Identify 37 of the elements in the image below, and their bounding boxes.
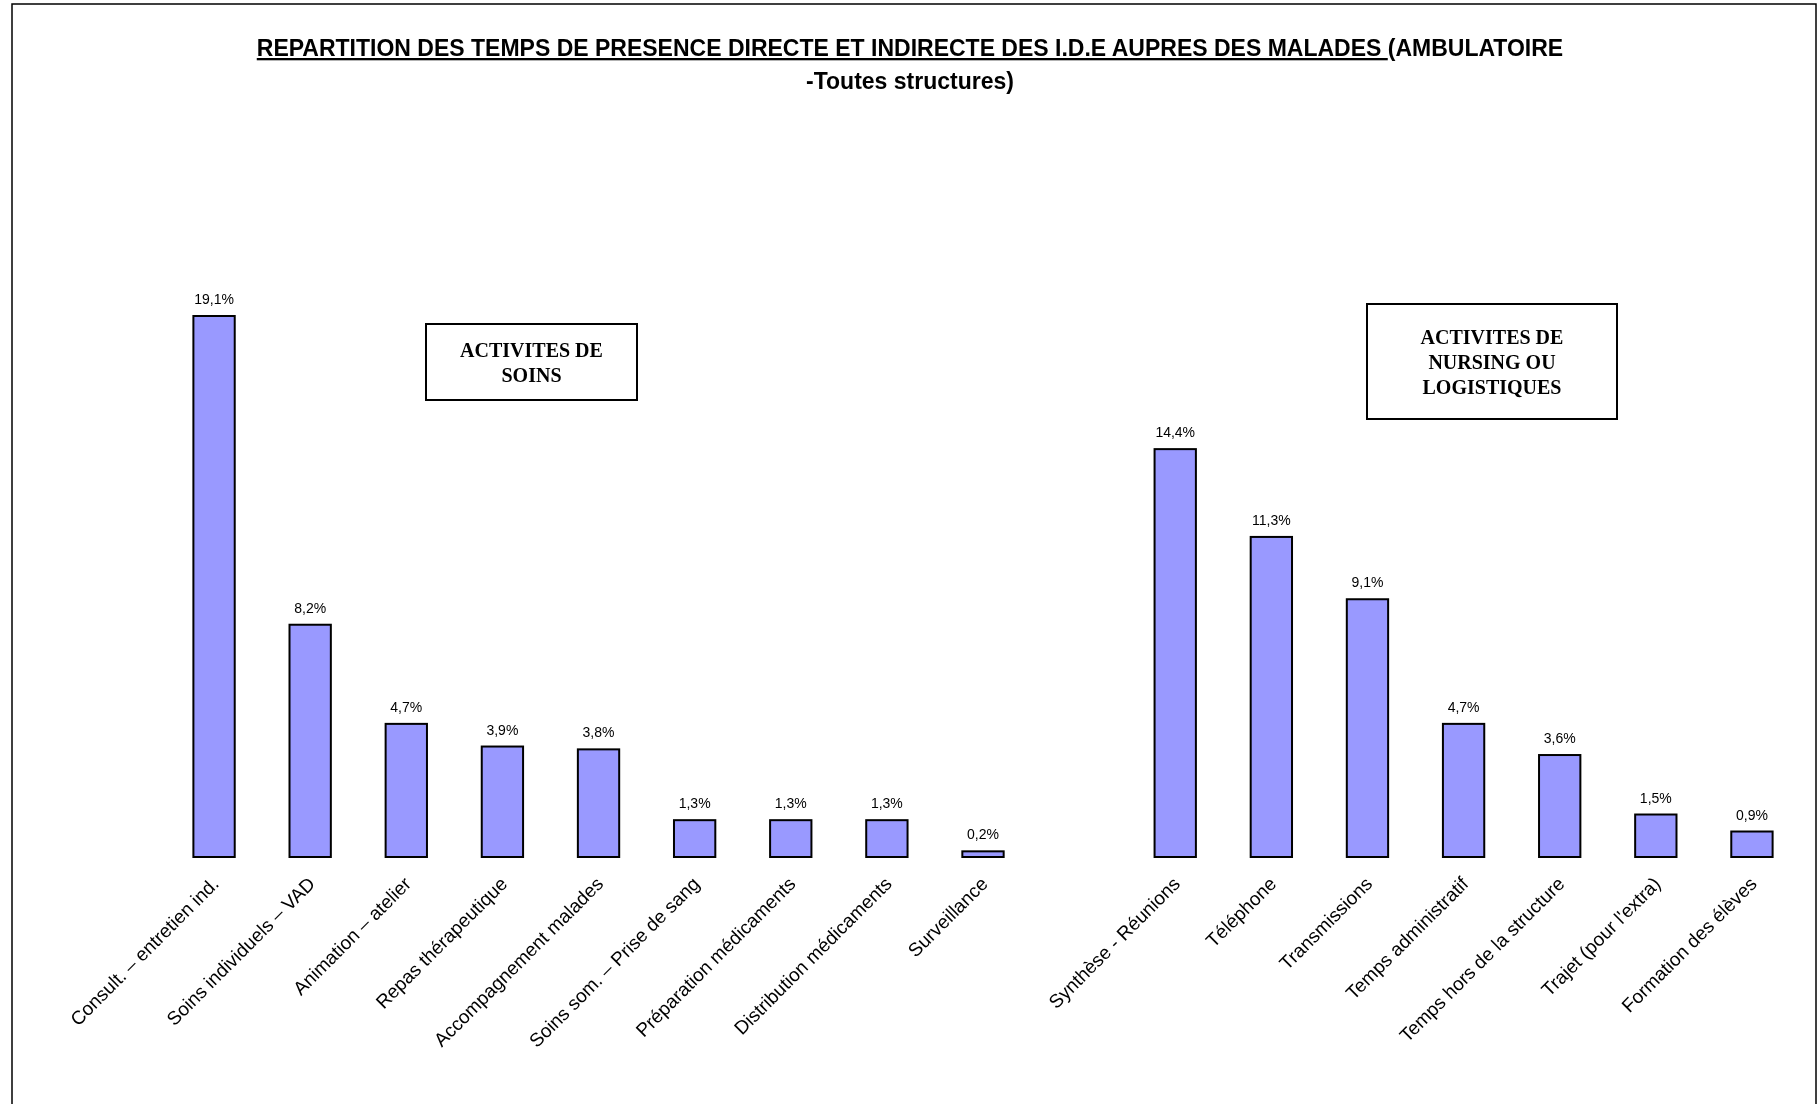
chart-title: REPARTITION DES TEMPS DE PRESENCE DIRECTE ET INDIRECTE DES I.D.E AUPRES DES MALADES (AMBULATOIRE -Toutes structures) bbox=[256, 35, 1564, 94]
data-label: 0,2% bbox=[967, 826, 999, 843]
bar bbox=[1249, 535, 1294, 858]
data-label: 14,4% bbox=[1155, 424, 1196, 441]
text-box: ACTIVITES DE NURSING OU LOGISTIQUES bbox=[1366, 303, 1618, 420]
data-label: 1,3% bbox=[678, 795, 711, 812]
annotation: ACTIVITES DE NURSING OU LOGISTIQUES bbox=[1420, 325, 1564, 398]
bar bbox=[1730, 830, 1774, 858]
data-label: 11,3% bbox=[1252, 511, 1291, 528]
bar bbox=[192, 315, 236, 858]
annotation: ACTIVITES DE SOINS bbox=[460, 338, 603, 386]
bar bbox=[769, 819, 813, 858]
data-label: 3,8% bbox=[582, 724, 615, 741]
data-label: 9,1% bbox=[1351, 574, 1384, 591]
data-label: 19,1% bbox=[194, 291, 234, 307]
data-label: 0,9% bbox=[1735, 806, 1768, 823]
data-label: 1,3% bbox=[870, 795, 903, 812]
bar bbox=[288, 623, 332, 858]
data-label: 1,3% bbox=[774, 795, 807, 812]
bar bbox=[1345, 598, 1390, 858]
bar bbox=[1441, 722, 1486, 858]
bar bbox=[384, 722, 428, 858]
bar bbox=[672, 819, 717, 858]
data-label: 3,9% bbox=[486, 721, 519, 738]
bar bbox=[1538, 754, 1582, 858]
data-label: 8,2% bbox=[294, 599, 327, 616]
bar bbox=[480, 745, 525, 858]
bar bbox=[865, 819, 909, 858]
bar bbox=[1634, 813, 1678, 858]
data-label: 1,5% bbox=[1639, 789, 1672, 806]
data-label: 4,7% bbox=[390, 698, 423, 715]
bar bbox=[576, 748, 621, 858]
bar bbox=[1153, 448, 1197, 858]
data-label: 3,6% bbox=[1543, 730, 1576, 747]
text-box: ACTIVITES DE SOINS bbox=[425, 323, 638, 401]
bar bbox=[961, 850, 1005, 858]
data-label: 4,7% bbox=[1447, 698, 1480, 715]
